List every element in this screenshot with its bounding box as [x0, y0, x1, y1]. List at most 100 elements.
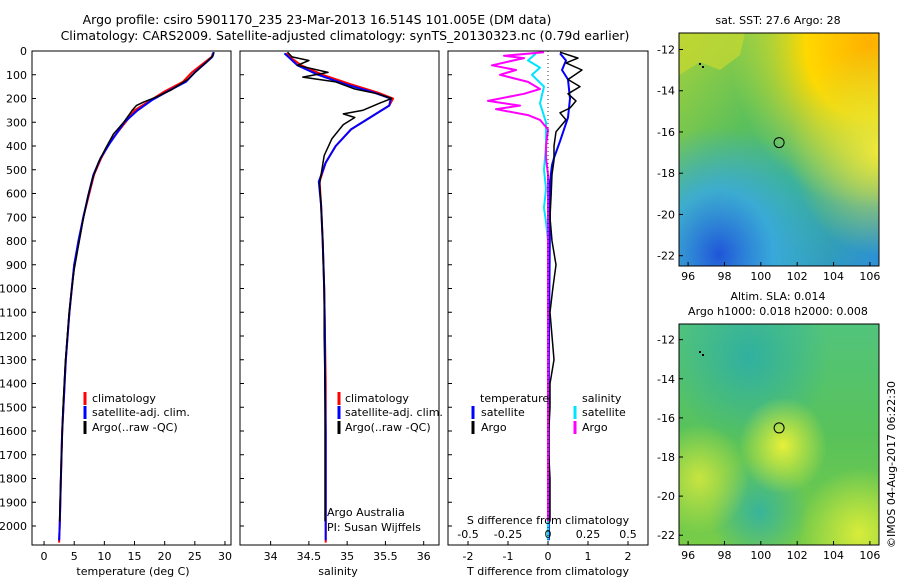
legend-label-satellite: satellite-adj. clim. — [92, 406, 190, 419]
s-diff-tick-label: -0.25 — [494, 528, 522, 541]
depth-tick-label: 900 — [6, 259, 27, 272]
salinity-panel-frame — [239, 50, 440, 546]
map-x-tick-label: 106 — [859, 549, 880, 562]
sst-island-marker — [702, 66, 704, 68]
x-tick-label: 0 — [545, 550, 552, 563]
salinity-legend: climatology satellite-adj. clim. Argo(..… — [337, 392, 443, 434]
salinity-diff-tick-labels: -0.5 -0.25 0 0.25 0.5 — [457, 528, 636, 541]
plot-title-line2: Climatology: CARS2009. Satellite-adjuste… — [60, 28, 630, 43]
sst-map-frame — [678, 32, 880, 267]
sla-map — [678, 323, 880, 546]
series-line-satellite-adj-clim- — [283, 52, 392, 541]
map-y-tick-label: -18 — [657, 451, 675, 464]
depth-tick-label: 100 — [6, 69, 27, 82]
series-line-climatology — [285, 52, 395, 543]
sst-map-northwest-patch — [679, 33, 745, 75]
depth-tick-label: 200 — [6, 93, 27, 106]
map-y-tick-label: -22 — [657, 250, 675, 263]
temperature-x-label: temperature (deg C) — [76, 565, 189, 578]
map-x-tick-label: 102 — [787, 549, 808, 562]
salinity-series — [283, 51, 395, 543]
s-diff-tick-label: 0.5 — [619, 528, 637, 541]
legend-label-s-argo: Argo — [582, 421, 608, 434]
difference-x-label: T difference from climatology — [466, 565, 629, 578]
depth-tick-label: 1600 — [0, 425, 27, 438]
sla-map-ticks: 96 98 100 102 104 106 -12 -14 -16 -18 -20 -22 — [657, 334, 880, 562]
depth-tick-label: 300 — [6, 116, 27, 129]
depth-tick-label: 500 — [6, 164, 27, 177]
x-tick-label: 35.5 — [373, 550, 398, 563]
map-y-tick-label: -16 — [657, 412, 675, 425]
x-tick-label: 10 — [97, 550, 111, 563]
difference-top-label: S difference from climatology — [467, 514, 630, 527]
legend-label-t-satellite: satellite — [481, 406, 525, 419]
depth-tick-marks — [32, 50, 452, 527]
depth-tick-label: 1200 — [0, 330, 27, 343]
series-line-t-argo — [548, 51, 583, 522]
legend-label-climatology: climatology — [92, 392, 156, 405]
depth-tick-label: 700 — [6, 211, 27, 224]
map-x-tick-label: 96 — [681, 270, 695, 283]
map-y-tick-label: -12 — [657, 43, 675, 56]
series-line-climatology — [58, 53, 214, 543]
salinity-x-label: salinity — [318, 565, 358, 578]
x-tick-label: 30 — [218, 550, 232, 563]
depth-tick-label: 1800 — [0, 473, 27, 486]
map-x-tick-label: 104 — [823, 270, 844, 283]
salinity-x-ticks: 34 34.5 35 35.5 36 — [264, 541, 431, 563]
x-tick-label: 0 — [41, 550, 48, 563]
s-diff-tick-label: -0.5 — [457, 528, 478, 541]
legend-label-argo: Argo(..raw -QC) — [345, 421, 431, 434]
temperature-series — [58, 51, 215, 543]
sst-argo-position-marker — [773, 137, 785, 149]
sla-argo-position-marker — [773, 422, 785, 434]
s-diff-tick-label: 0.25 — [576, 528, 601, 541]
sst-map-cool-region — [679, 33, 879, 266]
x-tick-label: 15 — [128, 550, 142, 563]
temperature-legend: climatology satellite-adj. clim. Argo(..… — [83, 392, 190, 434]
x-tick-label: 2 — [625, 550, 632, 563]
sst-map-ticks: 96 98 100 102 104 106 -12 -14 -16 -18 -20 -22 — [657, 43, 880, 283]
map-x-tick-label: 98 — [717, 270, 731, 283]
x-tick-label: 5 — [71, 550, 78, 563]
legend-label-t-argo: Argo — [481, 421, 507, 434]
depth-tick-label: 1500 — [0, 401, 27, 414]
legend-label-satellite: satellite-adj. clim. — [345, 406, 443, 419]
series-line-satellite-adj-clim- — [58, 51, 215, 541]
sla-map-title2: Argo h1000: 0.018 h2000: 0.008 — [688, 305, 868, 318]
depth-tick-label: 1100 — [0, 306, 27, 319]
map-y-tick-label: -14 — [657, 373, 675, 386]
map-y-tick-label: -16 — [657, 126, 675, 139]
legend-label-climatology: climatology — [345, 392, 409, 405]
depth-tick-label: 400 — [6, 140, 27, 153]
map-x-tick-label: 96 — [681, 549, 695, 562]
depth-tick-label: 1300 — [0, 354, 27, 367]
difference-x-ticks: -2 -1 0 1 2 — [463, 541, 632, 563]
sla-map-title1: Altim. SLA: 0.014 — [730, 290, 825, 303]
x-tick-label: 35 — [340, 550, 354, 563]
sla-island-marker — [702, 354, 704, 356]
s-diff-tick-label: 0 — [545, 528, 552, 541]
difference-legend: temperature salinity satellite Argo sate… — [471, 392, 626, 434]
map-y-tick-label: -14 — [657, 85, 675, 98]
depth-tick-label: 800 — [6, 235, 27, 248]
sst-island-marker — [699, 63, 701, 65]
map-y-tick-label: -20 — [657, 490, 675, 503]
depth-tick-label: 1400 — [0, 378, 27, 391]
series-line-s-argo — [487, 51, 549, 522]
temperature-x-ticks: 0 5 10 15 20 25 30 — [41, 541, 232, 563]
credit-line2: PI: Susan Wijffels — [327, 521, 421, 534]
legend-title-salinity: salinity — [582, 392, 622, 405]
temperature-panel-frame — [31, 50, 232, 546]
map-x-tick-label: 100 — [750, 270, 771, 283]
x-tick-label: -2 — [463, 550, 474, 563]
depth-tick-labels: 0 100 200 300 400 500 600 700 800 900 1000 1100 1200… — [0, 45, 27, 533]
sst-map — [678, 32, 880, 267]
imos-timestamp: ©IMOS 04-Aug-2017 06:22:30 — [885, 381, 898, 548]
series-line-argo-raw-qc- — [58, 51, 215, 522]
map-y-tick-label: -20 — [657, 208, 675, 221]
legend-label-s-satellite: satellite — [582, 406, 626, 419]
map-y-tick-label: -22 — [657, 529, 675, 542]
sla-map-high-region — [679, 324, 879, 545]
x-tick-label: 34 — [264, 550, 278, 563]
